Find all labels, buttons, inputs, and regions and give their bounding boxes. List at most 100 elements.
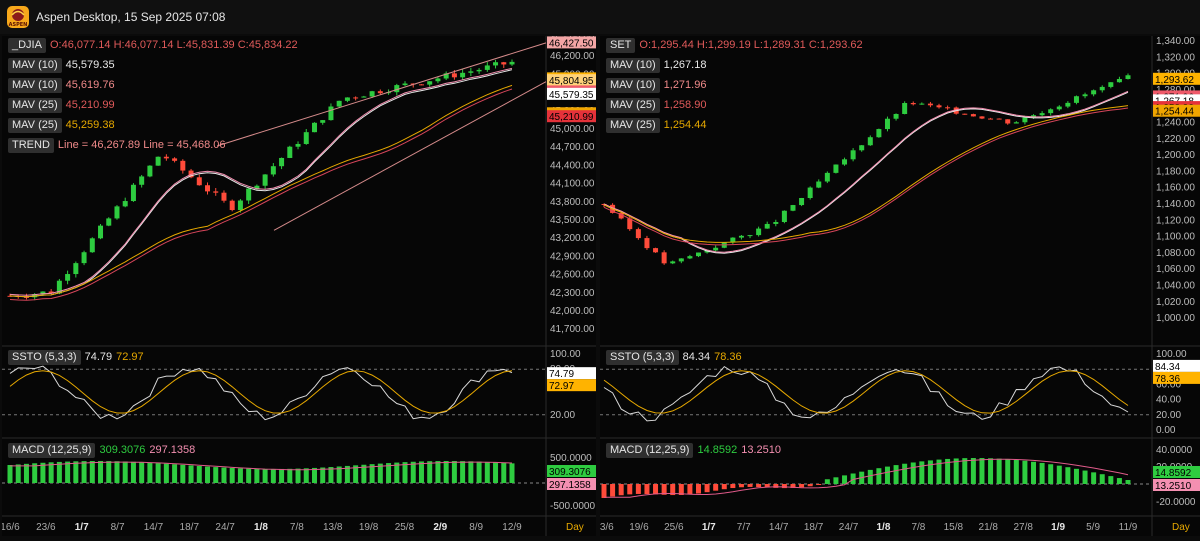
title-bar: ASPEN Aspen Desktop, 15 Sep 2025 07:08: [0, 0, 1200, 34]
macd-bar: [106, 461, 112, 483]
macd-bar: [7, 465, 13, 483]
symbol-tag[interactable]: SET: [606, 38, 636, 53]
price-axis-label: 42,000.00: [550, 306, 595, 317]
indicator-legend[interactable]: MAV (10) 45,619.76: [8, 78, 115, 93]
macd-bar: [850, 473, 856, 484]
ssto-legend[interactable]: SSTO (5,3,3) 84.34 78.36: [606, 350, 742, 365]
indicator-legend[interactable]: MAV (10) 45,579.35: [8, 58, 115, 73]
candle-body: [988, 118, 994, 120]
indicator-legend-tag: MAV (25): [8, 98, 62, 113]
chart-panel-djia[interactable]: 46,500.0046,200.0045,900.0045,600.0045,3…: [2, 36, 596, 536]
indicator-legend-value: 1,258.90: [663, 99, 707, 111]
macd-tag-label: 14.8592: [1155, 468, 1192, 479]
candle-body: [369, 91, 375, 97]
macd-bar: [262, 468, 268, 483]
indicator-legend-value: 1,267.18: [663, 59, 707, 71]
candle-body: [130, 184, 136, 202]
macd-axis-label: -20.0000: [1156, 497, 1196, 508]
macd-bar: [721, 484, 727, 490]
candle-body: [163, 156, 169, 159]
macd-bar: [32, 463, 38, 483]
ssto-legend[interactable]: SSTO (5,3,3) 74.79 72.97: [8, 350, 144, 365]
indicator-legend[interactable]: MAV (10) 1,267.18: [606, 58, 706, 73]
candle-body: [501, 62, 507, 65]
candle-body: [246, 188, 252, 201]
chart-canvas-djia[interactable]: 46,500.0046,200.0045,900.0045,600.0045,3…: [2, 36, 596, 536]
candle-body: [493, 62, 499, 66]
mav-10-line: [603, 90, 1129, 253]
indicator-legend-value: 45,259.38: [65, 119, 115, 131]
macd-bar: [394, 462, 400, 483]
macd-bar: [884, 466, 890, 484]
candle-body: [353, 97, 359, 99]
price-tag-label: 1,293.62: [1155, 75, 1194, 86]
candle-body: [114, 206, 120, 219]
symbol-header[interactable]: _DJIA O:46,077.14 H:46,077.14 L:45,831.39…: [8, 38, 298, 53]
macd-signal-tag: [1153, 479, 1200, 491]
macd-bar: [747, 484, 753, 487]
macd-value: 14.8592: [697, 444, 738, 456]
indicator-legend[interactable]: MAV (25) 1,258.90: [606, 98, 706, 113]
macd-bar: [618, 484, 624, 496]
date-axis-label: 11/9: [1119, 522, 1138, 533]
ssto-d-tag: [1153, 371, 1200, 384]
macd-bar: [188, 465, 194, 483]
price-axis-label: 42,900.00: [550, 251, 595, 262]
candle-body: [229, 200, 235, 211]
candle-body: [902, 103, 908, 114]
price-tag-label: 45,804.95: [549, 76, 594, 87]
indicator-legend-tag: MAV (10): [8, 78, 62, 93]
candle-body: [945, 107, 951, 109]
macd-legend[interactable]: MACD (12,25,9) 309.3076 297.1358: [8, 443, 195, 458]
macd-axis-label: -500.0000: [550, 501, 595, 512]
indicator-legend[interactable]: MAV (25) 1,254.44: [606, 118, 706, 133]
indicator-legend[interactable]: MAV (10) 1,271.96: [606, 78, 706, 93]
chart-canvas-set[interactable]: 1,340.001,320.001,300.001,280.001,260.00…: [600, 36, 1200, 536]
price-tag: [547, 36, 596, 49]
chart-panel-set[interactable]: 1,340.001,320.001,300.001,280.001,260.00…: [600, 36, 1200, 536]
date-axis-label: 19/8: [359, 522, 379, 533]
date-axis-label: 19/6: [629, 522, 649, 533]
candle-body: [842, 159, 848, 165]
price-axis-label: 1,100.00: [1156, 232, 1195, 243]
macd-signal-value: 297.1358: [149, 444, 196, 456]
indicator-legend-value: Line = 46,267.89 Line = 45,468.06: [57, 139, 226, 151]
candle-body: [476, 69, 482, 72]
macd-bar: [867, 469, 873, 484]
indicator-legend-tag: TREND: [8, 138, 54, 153]
symbol-header[interactable]: SET O:1,295.44 H:1,299.19 L:1,289.31 C:1,…: [606, 38, 863, 53]
indicator-legend[interactable]: MAV (25) 45,259.38: [8, 118, 115, 133]
candle-body: [295, 143, 301, 147]
macd-bar: [65, 461, 71, 483]
date-axis-label: 13/6: [600, 522, 614, 533]
candle-body: [1048, 109, 1054, 114]
candle-body: [996, 118, 1002, 120]
price-axis-label: 44,400.00: [550, 160, 595, 171]
symbol-tag[interactable]: _DJIA: [8, 38, 46, 53]
macd-bar: [764, 484, 770, 488]
mav-25-line: [9, 84, 513, 298]
candle-body: [695, 252, 701, 257]
date-axis-label: 2/9: [433, 522, 447, 533]
macd-bar: [893, 465, 899, 484]
price-axis-label: 44,700.00: [550, 142, 595, 153]
indicator-legend[interactable]: MAV (25) 45,210.99: [8, 98, 115, 113]
price-axis-label: 45,000.00: [550, 124, 595, 135]
date-axis-label: 23/6: [36, 522, 56, 533]
window-title: Aspen Desktop, 15 Sep 2025 07:08: [36, 10, 226, 24]
aspen-logo-icon[interactable]: ASPEN: [7, 6, 29, 28]
candle-body: [893, 113, 899, 119]
macd-bar: [98, 461, 104, 483]
macd-legend[interactable]: MACD (12,25,9) 14.8592 13.2510: [606, 443, 781, 458]
candle-body: [279, 157, 285, 167]
price-axis-label: 1,020.00: [1156, 297, 1195, 308]
candle-body: [781, 210, 787, 223]
macd-bar: [73, 461, 79, 483]
indicator-legend[interactable]: TREND Line = 46,267.89 Line = 45,468.06: [8, 138, 226, 153]
ssto-axis-label: 100.00: [550, 349, 581, 360]
macd-legend-tag: MACD (12,25,9): [606, 443, 694, 458]
macd-bar: [1048, 464, 1054, 484]
date-axis-label: 7/8: [290, 522, 304, 533]
macd-bar: [670, 484, 676, 496]
macd-bar: [81, 461, 87, 483]
